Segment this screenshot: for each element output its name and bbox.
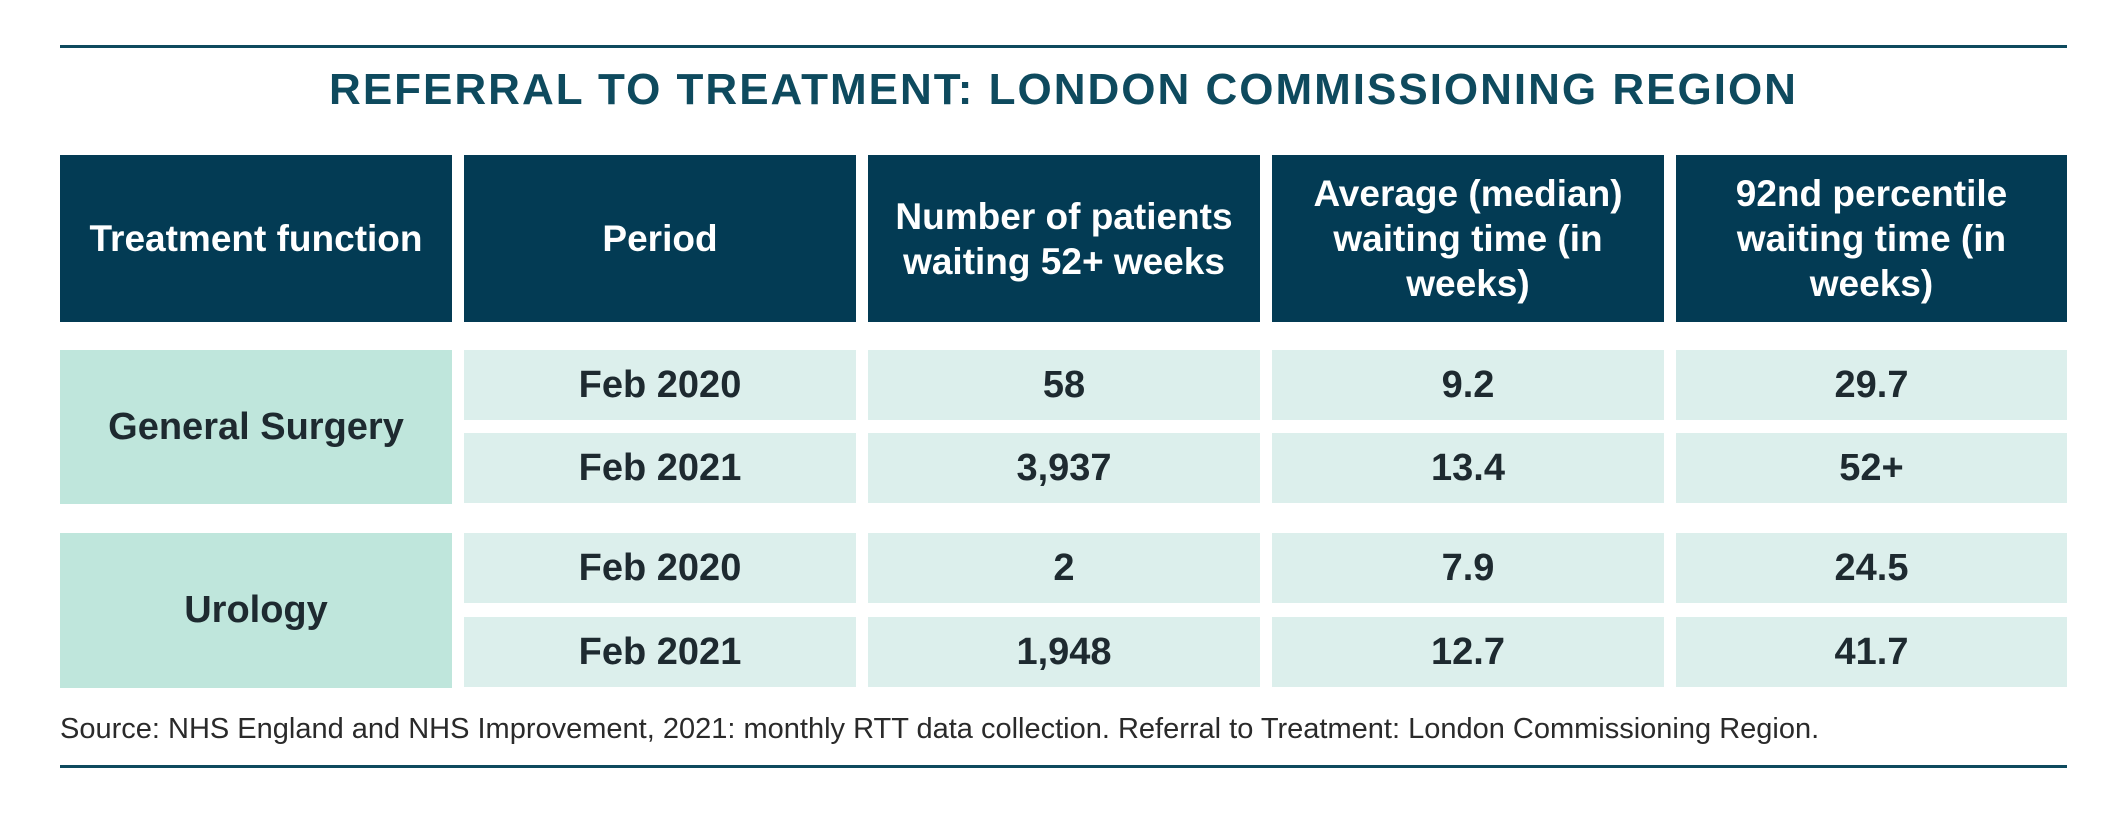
bottom-rule (60, 765, 2067, 768)
p92-wait-cell: 24.5 (1676, 533, 2067, 603)
patients-cell: 58 (868, 350, 1260, 420)
source-note: Source: NHS England and NHS Improvement,… (60, 713, 1820, 745)
p92-wait-cell: 29.7 (1676, 350, 2067, 420)
median-wait-cell: 12.7 (1272, 617, 1664, 687)
patients-cell: 1,948 (868, 617, 1260, 687)
header-treatment-function: Treatment function (60, 155, 452, 322)
p92-wait-cell: 41.7 (1676, 617, 2067, 687)
median-wait-cell: 7.9 (1272, 533, 1664, 603)
period-cell: Feb 2021 (464, 433, 856, 503)
top-rule (60, 45, 2067, 48)
header-median-wait: Average (median) waiting time (in weeks) (1272, 155, 1664, 322)
median-wait-cell: 9.2 (1272, 350, 1664, 420)
period-cell: Feb 2020 (464, 533, 856, 603)
header-patients-52-weeks: Number of patients waiting 52+ weeks (868, 155, 1260, 322)
header-period: Period (464, 155, 856, 322)
patients-cell: 3,937 (868, 433, 1260, 503)
table-title: REFERRAL TO TREATMENT: LONDON COMMISSION… (329, 65, 1798, 114)
header-p92-wait: 92nd percentile waiting time (in weeks) (1676, 155, 2067, 322)
period-cell: Feb 2020 (464, 350, 856, 420)
period-cell: Feb 2021 (464, 617, 856, 687)
patients-cell: 2 (868, 533, 1260, 603)
function-cell-urology: Urology (60, 533, 452, 688)
median-wait-cell: 13.4 (1272, 433, 1664, 503)
p92-wait-cell: 52+ (1676, 433, 2067, 503)
function-cell-general-surgery: General Surgery (60, 350, 452, 504)
